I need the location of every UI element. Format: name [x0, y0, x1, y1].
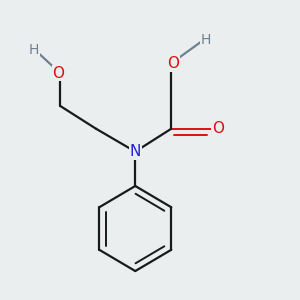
Text: H: H: [200, 33, 211, 47]
Text: N: N: [130, 144, 141, 159]
Text: O: O: [52, 66, 64, 81]
Text: O: O: [212, 121, 224, 136]
Text: H: H: [29, 43, 39, 57]
Text: O: O: [167, 56, 179, 71]
